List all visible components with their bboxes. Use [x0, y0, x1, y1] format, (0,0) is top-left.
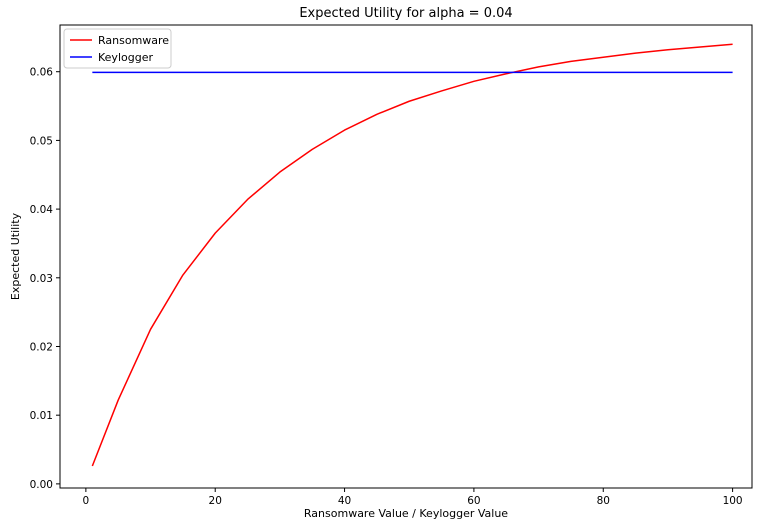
- x-axis-label: Ransomware Value / Keylogger Value: [304, 507, 508, 520]
- x-axis-ticks: 0 20 40 60 80 100: [83, 488, 743, 507]
- y-tick-label: 0.04: [30, 204, 54, 216]
- y-tick-label: 0.02: [30, 341, 53, 353]
- legend-label-keylogger: Keylogger: [98, 51, 153, 64]
- legend-label-ransomware: Ransomware: [98, 34, 169, 47]
- x-tick-label: 0: [83, 495, 90, 507]
- x-tick-label: 60: [467, 495, 480, 507]
- plot-frame: [59, 24, 753, 489]
- series-line-ransomware: [91, 43, 733, 467]
- y-axis-label: Expected Utility: [9, 212, 22, 300]
- series-lines: [91, 43, 733, 467]
- legend: Ransomware Keylogger: [63, 28, 172, 69]
- y-tick-label: 0.00: [30, 479, 53, 491]
- y-tick-label: 0.06: [30, 67, 54, 79]
- y-tick-label: 0.05: [30, 135, 53, 147]
- x-tick-label: 80: [597, 495, 610, 507]
- y-axis-ticks: 0.00 0.01 0.02 0.03 0.04 0.05 0.06: [30, 67, 60, 491]
- x-tick-label: 40: [338, 495, 351, 507]
- x-tick-label: 100: [723, 495, 743, 507]
- y-tick-label: 0.01: [30, 410, 53, 422]
- x-tick-label: 20: [209, 495, 222, 507]
- chart-title: Expected Utility for alpha = 0.04: [299, 6, 512, 21]
- y-tick-label: 0.03: [30, 273, 53, 285]
- legend-box: [63, 28, 172, 69]
